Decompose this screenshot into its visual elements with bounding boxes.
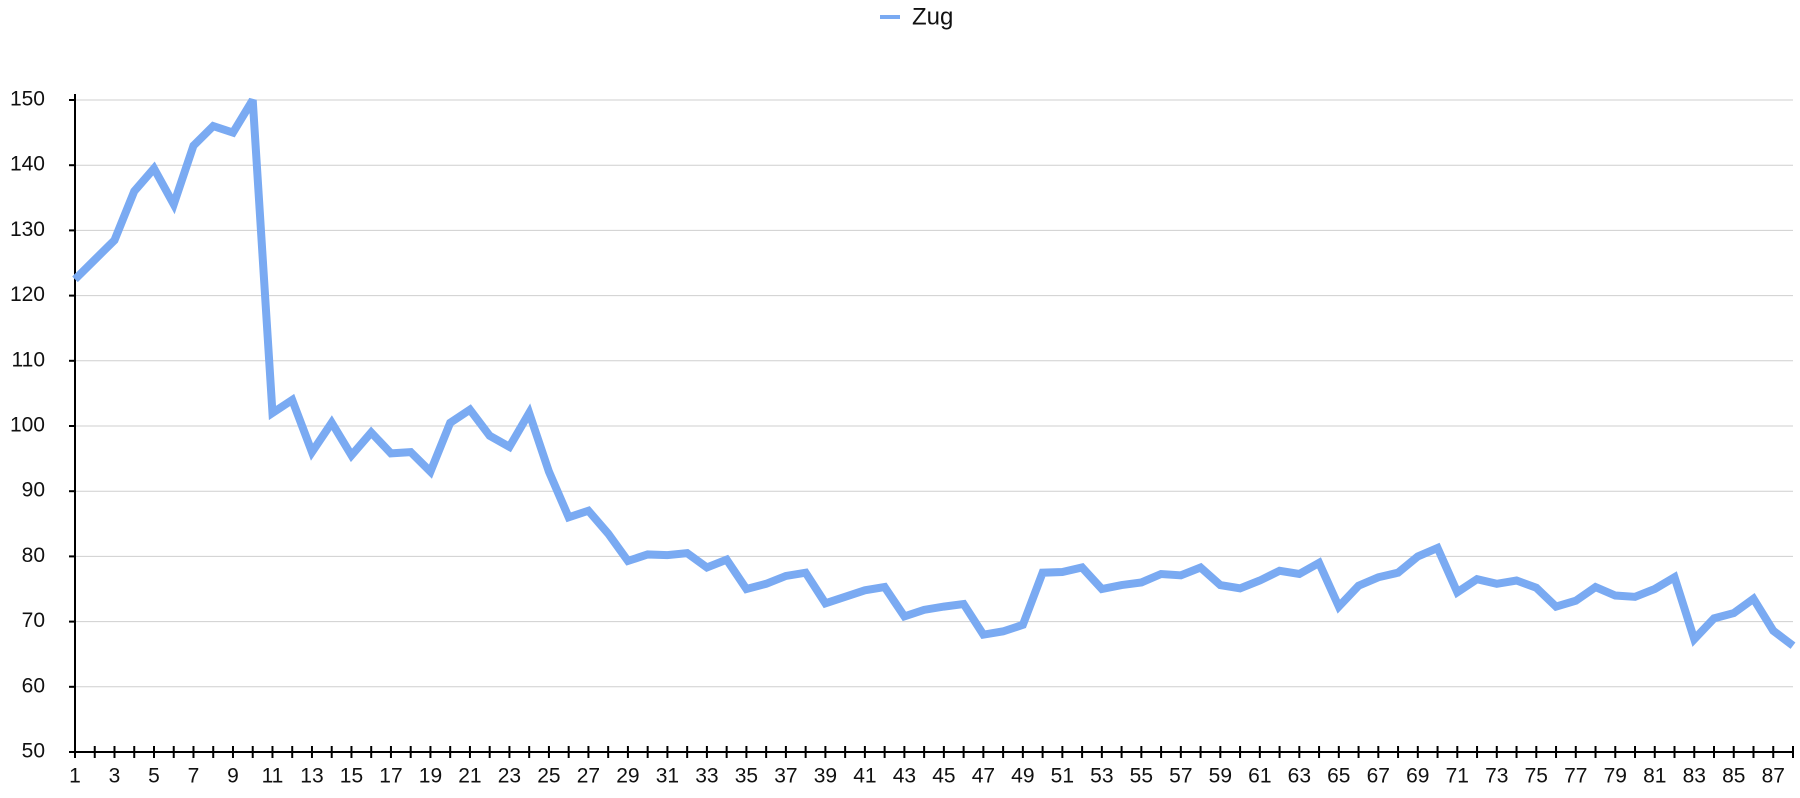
x-tick-label: 57 [1169,765,1192,788]
x-tick-label: 47 [972,765,995,788]
x-tick-label: 75 [1525,765,1548,788]
x-tick-label: 35 [735,765,758,788]
x-tick-label: 81 [1643,765,1666,788]
y-tick-label: 130 [10,218,45,241]
x-tick-label: 43 [893,765,916,788]
x-tick-label: 55 [1130,765,1153,788]
x-tick-label: 83 [1683,765,1706,788]
x-tick-label: 73 [1485,765,1508,788]
x-tick-label: 61 [1248,765,1271,788]
x-tick-label: 41 [853,765,876,788]
x-tick-label: 85 [1722,765,1745,788]
x-tick-label: 67 [1367,765,1390,788]
y-tick-label: 120 [10,283,45,306]
x-tick-label: 3 [109,765,121,788]
x-tick-label: 59 [1209,765,1232,788]
x-tick-label: 11 [262,765,284,788]
x-tick-label: 23 [498,765,521,788]
x-tick-label: 13 [300,765,323,788]
x-tick-label: 87 [1762,765,1785,788]
x-tick-label: 77 [1564,765,1587,788]
y-tick-label: 150 [10,88,45,111]
x-tick-label: 65 [1327,765,1350,788]
x-tick-label: 27 [577,765,600,788]
x-tick-label: 79 [1604,765,1627,788]
y-tick-label: 140 [10,153,45,176]
y-tick-label: 90 [22,479,45,502]
x-tick-label: 1 [69,765,81,788]
x-tick-label: 37 [774,765,797,788]
y-tick-label: 100 [10,414,45,437]
x-tick-label: 63 [1288,765,1311,788]
x-tick-label: 7 [188,765,200,788]
x-tick-label: 69 [1406,765,1429,788]
x-tick-label: 49 [1011,765,1034,788]
x-tick-label: 15 [340,765,363,788]
x-tick-label: 45 [932,765,955,788]
y-tick-label: 70 [22,609,45,632]
y-tick-label: 50 [22,740,45,763]
x-tick-label: 25 [537,765,560,788]
x-tick-label: 29 [616,765,639,788]
x-tick-label: 53 [1090,765,1113,788]
x-tick-label: 33 [695,765,718,788]
x-tick-label: 9 [227,765,239,788]
line [72,97,1796,649]
x-tick-label: 39 [814,765,837,788]
y-tick-label: 110 [12,348,45,371]
legend-label: Zug [912,3,953,30]
x-tick-label: 51 [1051,765,1074,788]
x-tick-label: 17 [379,765,402,788]
x-tick-label: 71 [1446,765,1469,788]
x-tick-label: 31 [656,765,679,788]
y-tick-label: 60 [22,674,45,697]
y-tick-label: 80 [22,544,45,567]
x-tick-label: 19 [419,765,442,788]
x-tick-label: 21 [458,765,481,788]
x-tick-label: 5 [148,765,160,788]
